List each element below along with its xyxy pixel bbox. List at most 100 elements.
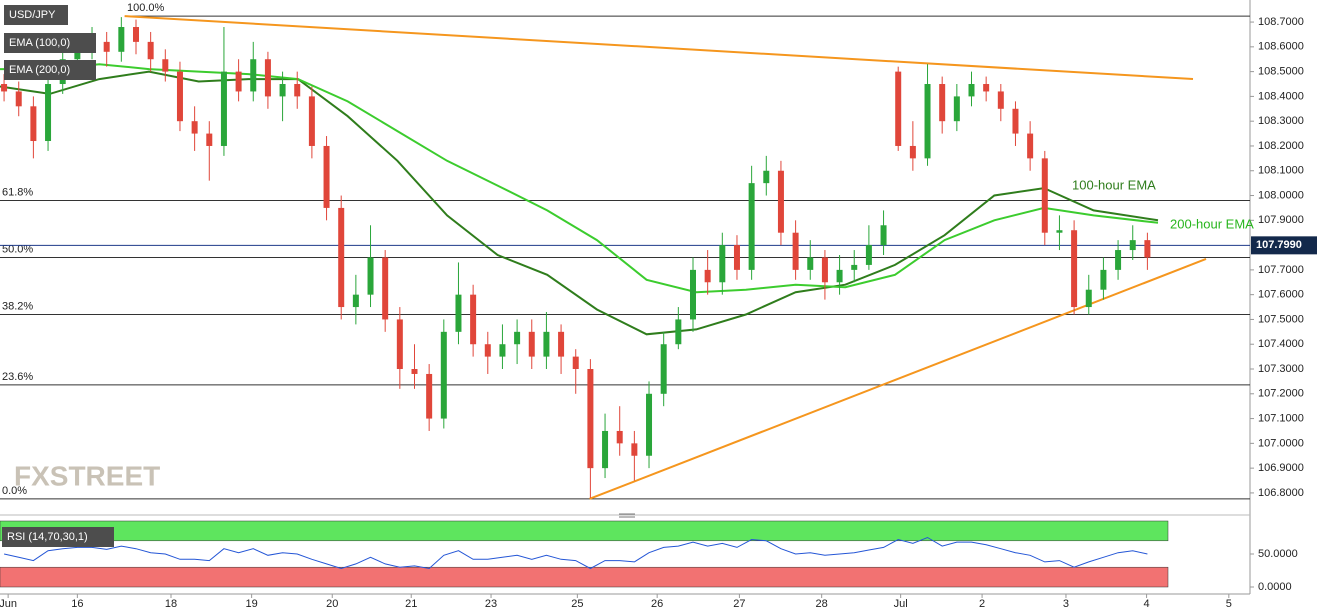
candle-body	[528, 331, 535, 357]
y-tick-label: 107.3000	[1258, 363, 1304, 375]
y-tick-label: 108.6000	[1258, 41, 1304, 53]
candle-body	[367, 257, 374, 295]
legend-box	[2, 527, 114, 547]
watermark: FXSTREET	[14, 460, 160, 491]
candle-body	[45, 84, 52, 142]
x-tick-label: Jul	[894, 598, 908, 610]
x-tick-label: 20	[326, 598, 338, 610]
y-tick-label: 108.4000	[1258, 90, 1304, 102]
candle-body	[74, 46, 81, 60]
candle-body	[455, 294, 462, 332]
rsi-overbought-zone	[0, 520, 1169, 542]
candle-body	[616, 430, 623, 444]
last-price-label: 107.7990	[1256, 239, 1302, 251]
candle-body	[308, 96, 315, 146]
candle-body	[660, 344, 667, 394]
chart-title: USD/JPY	[9, 9, 56, 21]
rsi-title: RSI (14,70,30,1)	[7, 531, 88, 543]
candle-body	[191, 121, 198, 134]
y-tick-label: 108.3000	[1258, 115, 1304, 127]
x-tick-label: 21	[405, 598, 417, 610]
candle-body	[689, 269, 696, 320]
candle-body	[1144, 240, 1151, 258]
x-tick-label: 4	[1144, 598, 1150, 610]
candle-body	[675, 319, 682, 345]
rsi-oversold-zone	[0, 566, 1169, 588]
y-tick-label: 106.9000	[1258, 462, 1304, 474]
candle-body	[294, 84, 301, 97]
candle-body	[587, 369, 594, 469]
candle-body	[338, 207, 345, 308]
candle-body	[631, 443, 638, 456]
candle-body	[118, 27, 125, 52]
x-tick-label: 28	[816, 598, 828, 610]
y-tick-label: 107.9000	[1258, 214, 1304, 226]
fib-label: 38.2%	[2, 300, 33, 312]
candle-body	[1027, 133, 1034, 159]
x-tick-label: 19	[246, 598, 258, 610]
candle-body	[1056, 230, 1063, 233]
candle-body	[1071, 230, 1078, 308]
candle-body	[411, 369, 418, 374]
candle-body	[719, 245, 726, 283]
candle-body	[895, 71, 902, 146]
fib-label: 50.0%	[2, 243, 33, 255]
y-tick-label: 107.6000	[1258, 289, 1304, 301]
candle-body	[968, 84, 975, 97]
legend-box	[4, 5, 68, 25]
candle-body	[206, 133, 213, 146]
plot-area: 108.7000 108.6000 108.5000 108.4000 108.3000…	[0, 2, 1304, 610]
candle-body	[704, 269, 711, 283]
x-tick-label: 23	[485, 598, 497, 610]
candle-body	[30, 106, 37, 142]
y-tick-label: 107.0000	[1258, 437, 1304, 449]
fib-label: 23.6%	[2, 371, 33, 383]
candle-body	[250, 59, 257, 92]
legend-entry: EMA (100,0)	[9, 37, 70, 49]
candle-body	[176, 71, 183, 122]
candle-body	[1041, 158, 1048, 233]
ema-line	[0, 63, 1159, 294]
rsi-line	[3, 536, 1148, 570]
fib-label: 100.0%	[127, 2, 165, 14]
x-tick-label: Jun	[0, 598, 17, 610]
overlay: USD/JPY EMA (100,0) EMA (200,0) 100-hour…	[2, 5, 1317, 547]
candle-body	[426, 373, 433, 419]
rsi-y-tick-label: 0.0000	[1258, 581, 1292, 593]
fib-label: 0.0%	[2, 485, 27, 497]
y-tick-label: 108.7000	[1258, 16, 1304, 28]
x-tick-label: 27	[733, 598, 745, 610]
y-tick-label: 107.1000	[1258, 412, 1304, 424]
annotation: 200-hour EMA	[1170, 216, 1254, 231]
candle-body	[1, 84, 8, 92]
y-tick-label: 107.4000	[1258, 338, 1304, 350]
candle-body	[983, 84, 990, 92]
candle-body	[865, 245, 872, 265]
x-tick-label: 16	[71, 598, 83, 610]
candle-body	[646, 393, 653, 456]
y-tick-label: 106.8000	[1258, 487, 1304, 499]
x-tick-label: 26	[651, 598, 663, 610]
candle-body	[499, 344, 506, 357]
candle-body	[15, 91, 22, 107]
annotation: 100-hour EMA	[1072, 177, 1156, 192]
x-tick-label: 25	[571, 598, 583, 610]
candle-body	[264, 59, 271, 97]
candle-body	[352, 294, 359, 308]
rsi-y-tick-label: 50.0000	[1258, 548, 1298, 560]
candle-body	[235, 71, 242, 92]
candle-body	[924, 84, 931, 159]
y-tick-label: 108.2000	[1258, 140, 1304, 152]
candle-body	[733, 245, 740, 270]
candle-body	[807, 257, 814, 270]
candle-body	[880, 225, 887, 246]
candle-body	[939, 84, 946, 122]
legend-entry: EMA (200,0)	[9, 64, 70, 76]
fib-label: 61.8%	[2, 186, 33, 198]
candle-body	[572, 356, 579, 370]
y-tick-label: 108.5000	[1258, 66, 1304, 78]
x-tick-label: 3	[1063, 598, 1069, 610]
candle-body	[1129, 240, 1136, 251]
candle-body	[396, 319, 403, 370]
candle-body	[470, 294, 477, 345]
